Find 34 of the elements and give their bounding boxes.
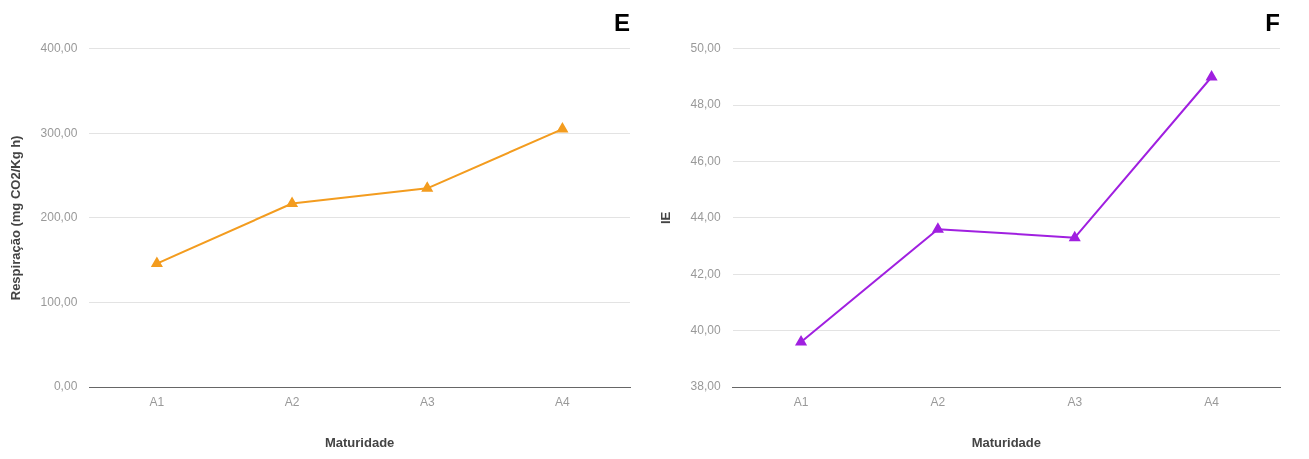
y-tick-label: 0,00	[53, 379, 78, 394]
x-tick-label: A2	[284, 394, 300, 409]
y-tick-label: 100,00	[40, 294, 78, 309]
chart-title: F	[1265, 9, 1280, 37]
x-tick-label: A1	[793, 394, 809, 409]
x-axis-title: Maturidade	[324, 434, 395, 450]
point	[932, 223, 944, 233]
point	[151, 257, 163, 268]
y-tick-label: 200,00	[40, 210, 78, 225]
x-tick-label: A4	[1204, 394, 1220, 409]
point	[1069, 231, 1081, 242]
y-tick-label: 50,00	[690, 41, 721, 56]
y-axis-title: IE	[658, 211, 674, 225]
point	[286, 197, 298, 208]
x-tick-label: A2	[930, 394, 946, 409]
point	[421, 182, 433, 192]
x-tick-label: A1	[149, 394, 165, 409]
y-axis-title: Respiração (mg CO2/Kg h)	[8, 135, 24, 301]
chart-title: E	[613, 9, 630, 37]
point	[1206, 70, 1217, 81]
x-tick-label: A3	[1067, 394, 1083, 409]
point	[795, 335, 807, 346]
y-tick-label: 44,00	[690, 210, 721, 225]
y-tick-label: 300,00	[40, 125, 78, 140]
y-tick-label: 48,00	[690, 97, 721, 112]
x-tick-label: A4	[555, 394, 571, 409]
y-tick-label: 46,00	[690, 153, 721, 168]
y-tick-label: 42,00	[690, 266, 721, 281]
y-tick-label: 400,00	[40, 41, 78, 56]
y-tick-label: 40,00	[690, 322, 721, 337]
point	[557, 123, 568, 133]
x-tick-label: A3	[419, 394, 435, 409]
y-tick-label: 38,00	[690, 379, 721, 394]
x-axis-title: Maturidade	[971, 434, 1041, 450]
